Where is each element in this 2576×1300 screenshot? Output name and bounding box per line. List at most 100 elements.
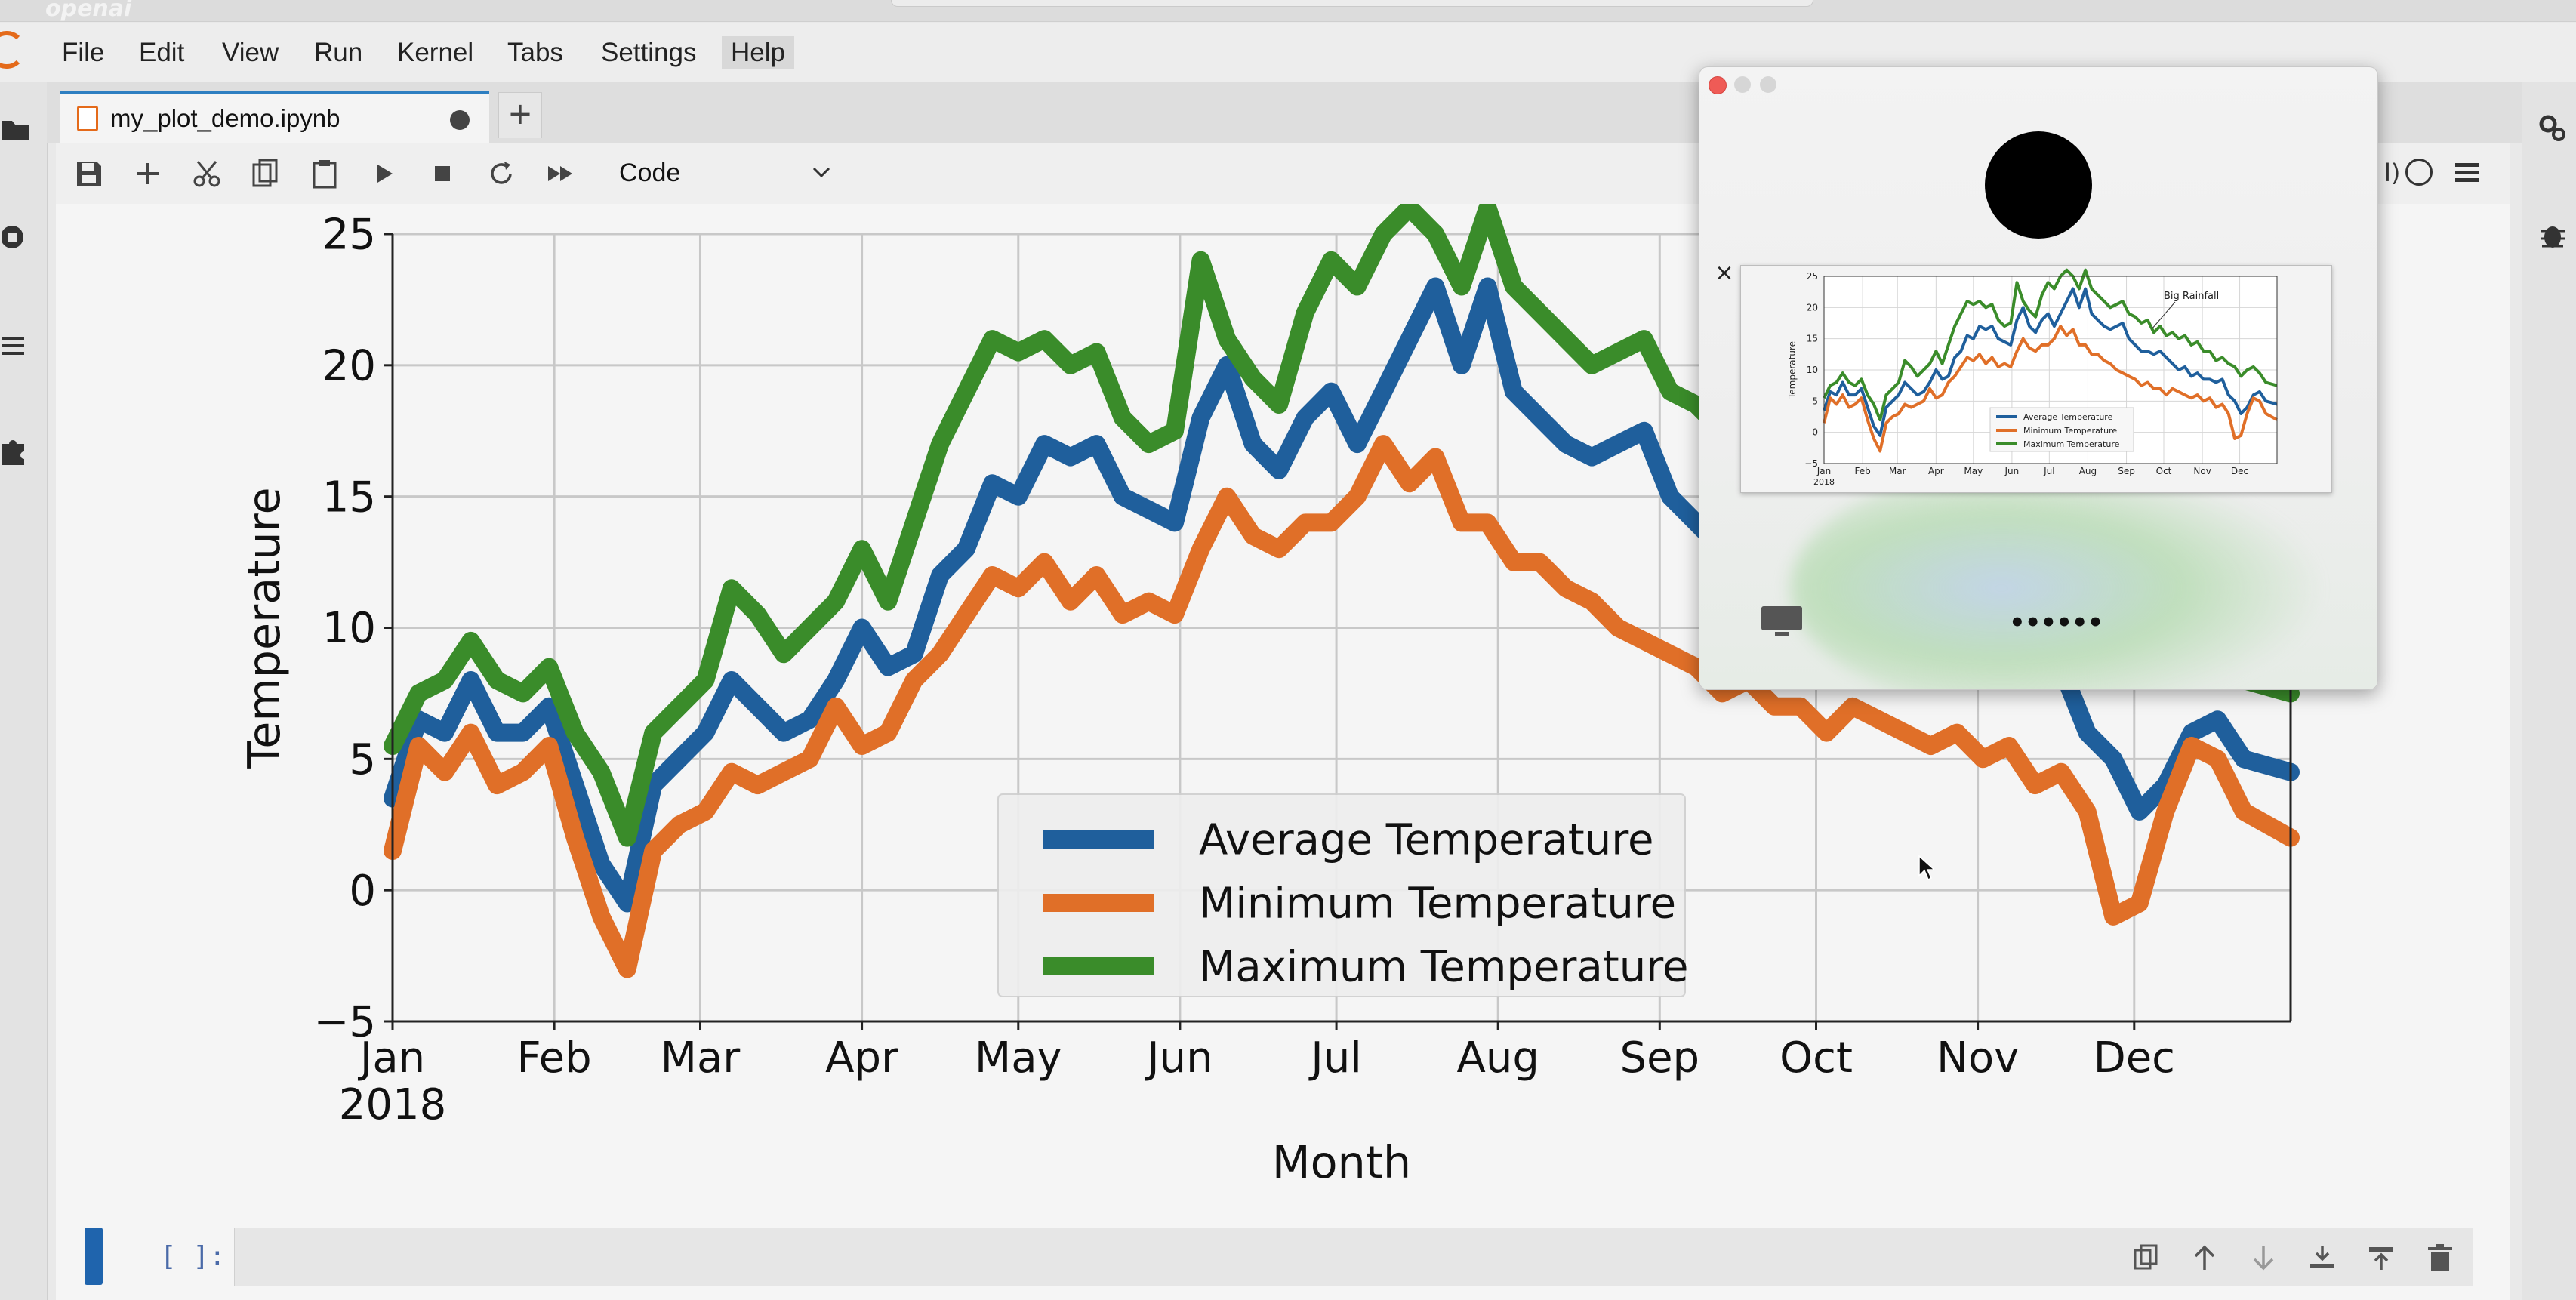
cell-prompt: [ ]: [160, 1241, 226, 1272]
jupyter-logo-icon[interactable] [0, 27, 26, 72]
x-year-label: 2018 [339, 1080, 447, 1129]
thumb-x-tick-label: Mar [1889, 466, 1906, 476]
thumb-y-tick-label: 10 [1807, 365, 1818, 375]
run-all-icon[interactable] [542, 156, 578, 192]
more-options-icon[interactable]: •••••• [2009, 608, 2103, 638]
thumb-y-tick-label: 25 [1807, 271, 1818, 282]
thumbnail-series [1823, 268, 2278, 453]
y-axis-label: Temperature [238, 487, 290, 769]
display-icon[interactable] [1760, 605, 1804, 638]
thumb-x-tick-label: Jul [2043, 466, 2054, 476]
unsaved-indicator-icon[interactable] [450, 110, 470, 130]
thumbnail-chart: −5 0 5 10 15 20 25 Jan Feb Mar Apr May Jun Jul Aug Sep O… [1787, 268, 2278, 487]
thumbnail-close-button[interactable]: × [1715, 260, 1734, 286]
x-tick-label: Nov [1937, 1034, 2019, 1083]
toc-icon[interactable] [2, 331, 32, 361]
x-tick-label: Sep [1620, 1034, 1700, 1083]
temperature-chart: −5 0 5 10 15 20 25 Jan Feb Mar Apr May Jun Jul Aug Sep O… [238, 204, 2300, 1188]
running-icon[interactable] [2, 222, 32, 252]
insert-above-icon[interactable] [2366, 1243, 2396, 1273]
thumb-series-line [1823, 325, 2278, 453]
window-close-button[interactable] [1709, 76, 1727, 94]
right-sidebar [2522, 82, 2576, 1300]
legend-label: Average Temperature [1199, 816, 1654, 865]
window-maximize-button[interactable] [1760, 76, 1776, 93]
paste-icon[interactable] [307, 156, 343, 192]
thumb-y-tick-label: 20 [1807, 302, 1818, 313]
thumb-series-line [1823, 268, 2278, 422]
notebook-panel: −5 0 5 10 15 20 25 Jan Feb Mar Apr May Jun Jul Aug Sep O… [56, 204, 2510, 1300]
insert-below-icon[interactable] [2307, 1243, 2337, 1273]
cut-icon[interactable] [189, 156, 225, 192]
thumb-y-axis-label: Temperature [1787, 341, 1798, 399]
move-down-icon[interactable] [2248, 1243, 2279, 1273]
record-button[interactable] [1985, 131, 2092, 239]
save-icon[interactable] [71, 156, 107, 192]
thumb-x-tick-label: May [1964, 466, 1983, 476]
thumb-legend-label: Minimum Temperature [2023, 426, 2117, 436]
x-tick-label: Aug [1457, 1034, 1539, 1083]
code-cell-input[interactable] [234, 1228, 2473, 1286]
y-tick-label: 15 [322, 473, 376, 522]
x-tick-label: Apr [825, 1034, 899, 1083]
mouse-cursor-icon [1918, 855, 1934, 881]
thumb-y-tick-label: 5 [1812, 396, 1818, 406]
left-sidebar [0, 82, 48, 1300]
stop-icon[interactable] [424, 156, 461, 192]
notebook-file-icon [77, 106, 98, 131]
thumbnail-legend: Average Temperature Minimum Temperature Ma… [1989, 407, 2134, 452]
window-minimize-button[interactable] [1734, 76, 1751, 93]
thumb-legend-label: Maximum Temperature [2023, 439, 2120, 449]
thumb-y-tick-label: 15 [1807, 334, 1818, 344]
recorder-popup-window[interactable]: × −5 0 5 10 15 20 25 Jan Feb Mar Apr May Jun Jul Aug Se… [1699, 66, 2378, 690]
thumb-x-tick-label: Oct [2156, 466, 2172, 476]
add-cell-icon[interactable] [130, 156, 166, 192]
debugger-icon[interactable] [2537, 220, 2568, 251]
thumb-annotation: Big Rainfall [2164, 291, 2219, 302]
folder-icon[interactable] [2, 115, 32, 145]
delete-icon[interactable] [2425, 1243, 2455, 1273]
screenshot-thumbnail[interactable]: −5 0 5 10 15 20 25 Jan Feb Mar Apr May Jun Jul Aug Sep O… [1740, 265, 2332, 493]
thumb-legend-label: Average Temperature [2023, 412, 2113, 422]
run-icon[interactable] [365, 156, 402, 192]
chart-axes: −5 0 5 10 15 20 25 Jan Feb Mar Apr May Jun Jul Aug Sep O… [238, 211, 2292, 1188]
move-up-icon[interactable] [2189, 1243, 2220, 1273]
property-inspector-icon[interactable] [2537, 113, 2568, 143]
thumb-x-tick-label: Dec [2231, 466, 2248, 476]
menu-kernel[interactable]: Kernel [397, 38, 474, 67]
kernel-name[interactable]: l) [2384, 159, 2401, 187]
menu-settings[interactable]: Settings [601, 38, 697, 67]
y-tick-label: 25 [322, 211, 376, 260]
restart-icon[interactable] [483, 156, 519, 192]
legend-box [997, 793, 1686, 997]
tab-notebook[interactable]: my_plot_demo.ipynb [60, 91, 489, 143]
cell-type-select[interactable]: Code [612, 154, 846, 192]
menu-run[interactable]: Run [314, 38, 363, 67]
thumb-x-tick-label: Aug [2079, 466, 2097, 476]
duplicate-icon[interactable] [2131, 1243, 2161, 1273]
new-launcher-button[interactable]: + [498, 92, 542, 138]
address-bar[interactable] [891, 0, 1813, 7]
series-line-minimum [384, 435, 2300, 978]
kernel-menu-icon[interactable] [2454, 160, 2481, 186]
thumb-x-tick-label: Jan [1816, 466, 1832, 476]
x-tick-label: May [975, 1034, 1062, 1083]
kernel-status-icon [2405, 159, 2433, 186]
extension-icon[interactable] [2, 436, 32, 467]
thumb-series-line [1823, 287, 2278, 437]
menu-tabs[interactable]: Tabs [507, 38, 563, 67]
thumb-x-tick-label: Jun [2004, 466, 2020, 476]
menu-help[interactable]: Help [722, 36, 794, 69]
copy-icon[interactable] [248, 156, 284, 192]
thumb-year-label: 2018 [1813, 477, 1835, 487]
chart-legend: Average Temperature Minimum Temperature Ma… [997, 793, 1688, 997]
brand-watermark: openai [45, 0, 132, 22]
menu-edit[interactable]: Edit [139, 38, 185, 67]
thumb-x-tick-label: Nov [2193, 466, 2211, 476]
x-tick-label: Dec [2094, 1034, 2175, 1083]
menu-view[interactable]: View [222, 38, 279, 67]
thumb-x-tick-label: Sep [2118, 466, 2135, 476]
menu-file[interactable]: File [62, 38, 105, 67]
thumb-frame [1823, 276, 2278, 464]
x-tick-label: Oct [1779, 1034, 1853, 1083]
